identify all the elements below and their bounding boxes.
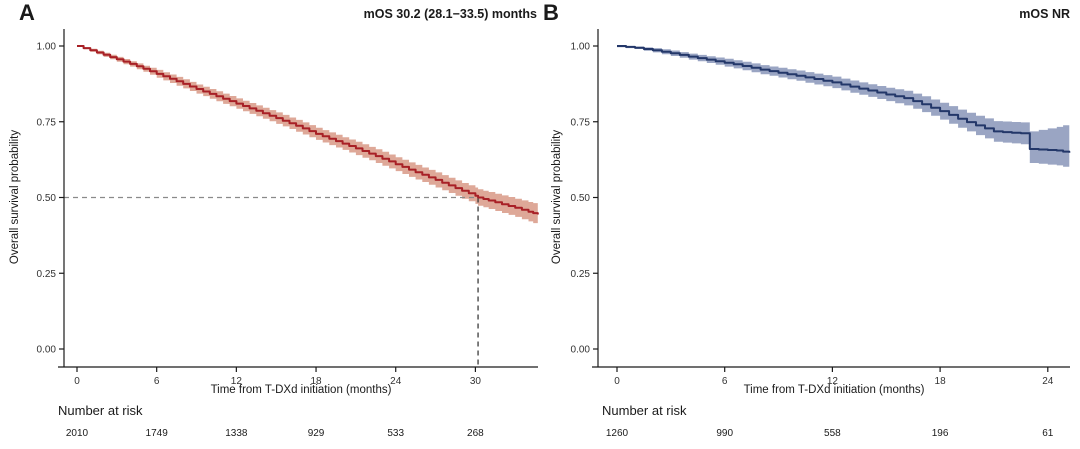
y-tick-label: 1.00	[571, 42, 591, 53]
y-axis-title: Overall survival probability	[9, 129, 21, 265]
y-tick-label: 1.00	[37, 42, 57, 53]
panel-b-letter: B	[543, 0, 559, 25]
x-tick-label: 30	[470, 376, 482, 387]
risk-count: 268	[467, 428, 484, 439]
y-tick-label: 0.00	[37, 345, 57, 356]
confidence-band	[77, 46, 538, 225]
number-at-risk-label: Number at risk	[602, 403, 687, 418]
survival-curve	[77, 45, 539, 215]
y-tick-label: 0.25	[37, 269, 57, 280]
x-tick-label: 0	[74, 376, 80, 387]
risk-count: 61	[1042, 428, 1054, 439]
risk-count: 558	[824, 428, 841, 439]
risk-count: 990	[716, 428, 733, 439]
y-tick-label: 0.00	[571, 345, 591, 356]
x-tick-label: 0	[614, 376, 620, 387]
y-tick-label: 0.50	[571, 193, 591, 204]
survival-plot-b: 0 6 12 18 24 0.00 0.25 0.50 0.75 1.00 1260 990 558 19…	[571, 29, 1071, 439]
confidence-band	[617, 46, 1070, 169]
survival-plot-a: 0 6 12 18 24 30 0.00 0.25 0.50 0.75 1.00 2010 1749 13…	[37, 29, 539, 439]
x-tick-label: 18	[310, 376, 322, 387]
risk-count: 2010	[66, 428, 89, 439]
panel-a-letter: A	[19, 0, 35, 25]
y-tick-label: 0.50	[37, 193, 57, 204]
y-axis-title: Overall survival probability	[551, 129, 563, 265]
x-tick-label: 24	[1042, 376, 1054, 387]
x-axis-title: Time from T-DXd initiation (months)	[210, 384, 392, 396]
panel-b: 0 6 12 18 24 0.00 0.25 0.50 0.75 1.00 1260 990 558 19…	[540, 0, 1080, 449]
risk-count: 1338	[225, 428, 248, 439]
x-tick-label: 18	[935, 376, 947, 387]
panel-b-title: mOS NR	[1019, 7, 1070, 21]
x-tick-label: 6	[154, 376, 160, 387]
x-tick-label: 6	[722, 376, 728, 387]
y-tick-label: 0.25	[571, 269, 591, 280]
risk-count: 1749	[146, 428, 169, 439]
risk-count: 929	[308, 428, 325, 439]
y-tick-label: 0.75	[571, 117, 591, 128]
x-axis-title: Time from T-DXd initiation (months)	[743, 384, 925, 396]
risk-count: 533	[387, 428, 404, 439]
panel-a-title: mOS 30.2 (28.1−33.5) months	[363, 7, 537, 21]
x-tick-label: 24	[390, 376, 402, 387]
survival-curve	[617, 45, 1071, 153]
risk-count: 196	[932, 428, 949, 439]
x-tick-label: 12	[231, 376, 243, 387]
panel-a: 0 6 12 18 24 30 0.00 0.25 0.50 0.75 1.00 2010 1749 13…	[9, 0, 539, 439]
number-at-risk-label: Number at risk	[58, 403, 143, 418]
y-tick-label: 0.75	[37, 117, 57, 128]
x-tick-label: 12	[827, 376, 839, 387]
risk-count: 1260	[606, 428, 629, 439]
